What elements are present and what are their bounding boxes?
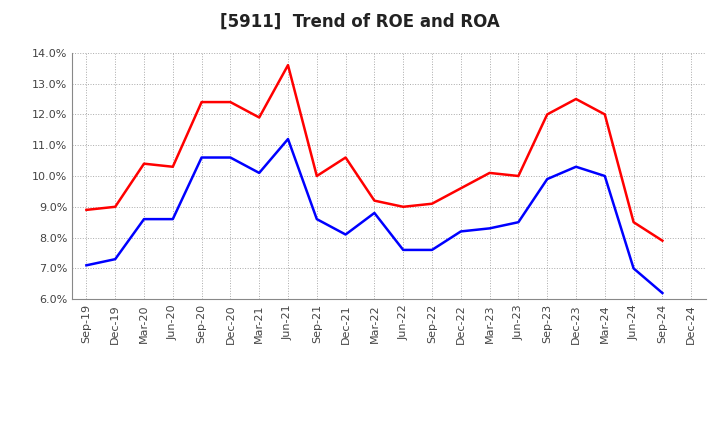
ROE (168, 164, 177, 169)
ROA (658, 290, 667, 296)
Text: [5911]  Trend of ROE and ROA: [5911] Trend of ROE and ROA (220, 13, 500, 31)
ROA (399, 247, 408, 253)
ROE (255, 115, 264, 120)
ROE (629, 220, 638, 225)
ROE (111, 204, 120, 209)
ROE (428, 201, 436, 206)
ROE (82, 207, 91, 213)
ROA (341, 232, 350, 237)
ROE (485, 170, 494, 176)
ROE (312, 173, 321, 179)
ROE (226, 99, 235, 105)
ROA (82, 263, 91, 268)
ROE (572, 96, 580, 102)
ROA (370, 210, 379, 216)
ROE (341, 155, 350, 160)
ROE (456, 186, 465, 191)
ROE (140, 161, 148, 166)
ROA (456, 229, 465, 234)
ROA (284, 136, 292, 142)
ROA (255, 170, 264, 176)
Legend: ROE, ROA: ROE, ROA (305, 434, 473, 440)
ROA (312, 216, 321, 222)
ROA (226, 155, 235, 160)
ROE (399, 204, 408, 209)
ROA (629, 266, 638, 271)
ROE (197, 99, 206, 105)
ROA (572, 164, 580, 169)
ROA (168, 216, 177, 222)
ROA (514, 220, 523, 225)
ROA (543, 176, 552, 182)
ROE (284, 62, 292, 68)
ROA (428, 247, 436, 253)
ROA (485, 226, 494, 231)
ROA (111, 257, 120, 262)
ROA (140, 216, 148, 222)
ROE (600, 112, 609, 117)
ROE (370, 198, 379, 203)
Line: ROE: ROE (86, 65, 662, 241)
Line: ROA: ROA (86, 139, 662, 293)
ROE (658, 238, 667, 243)
ROE (543, 112, 552, 117)
ROE (514, 173, 523, 179)
ROA (197, 155, 206, 160)
ROA (600, 173, 609, 179)
